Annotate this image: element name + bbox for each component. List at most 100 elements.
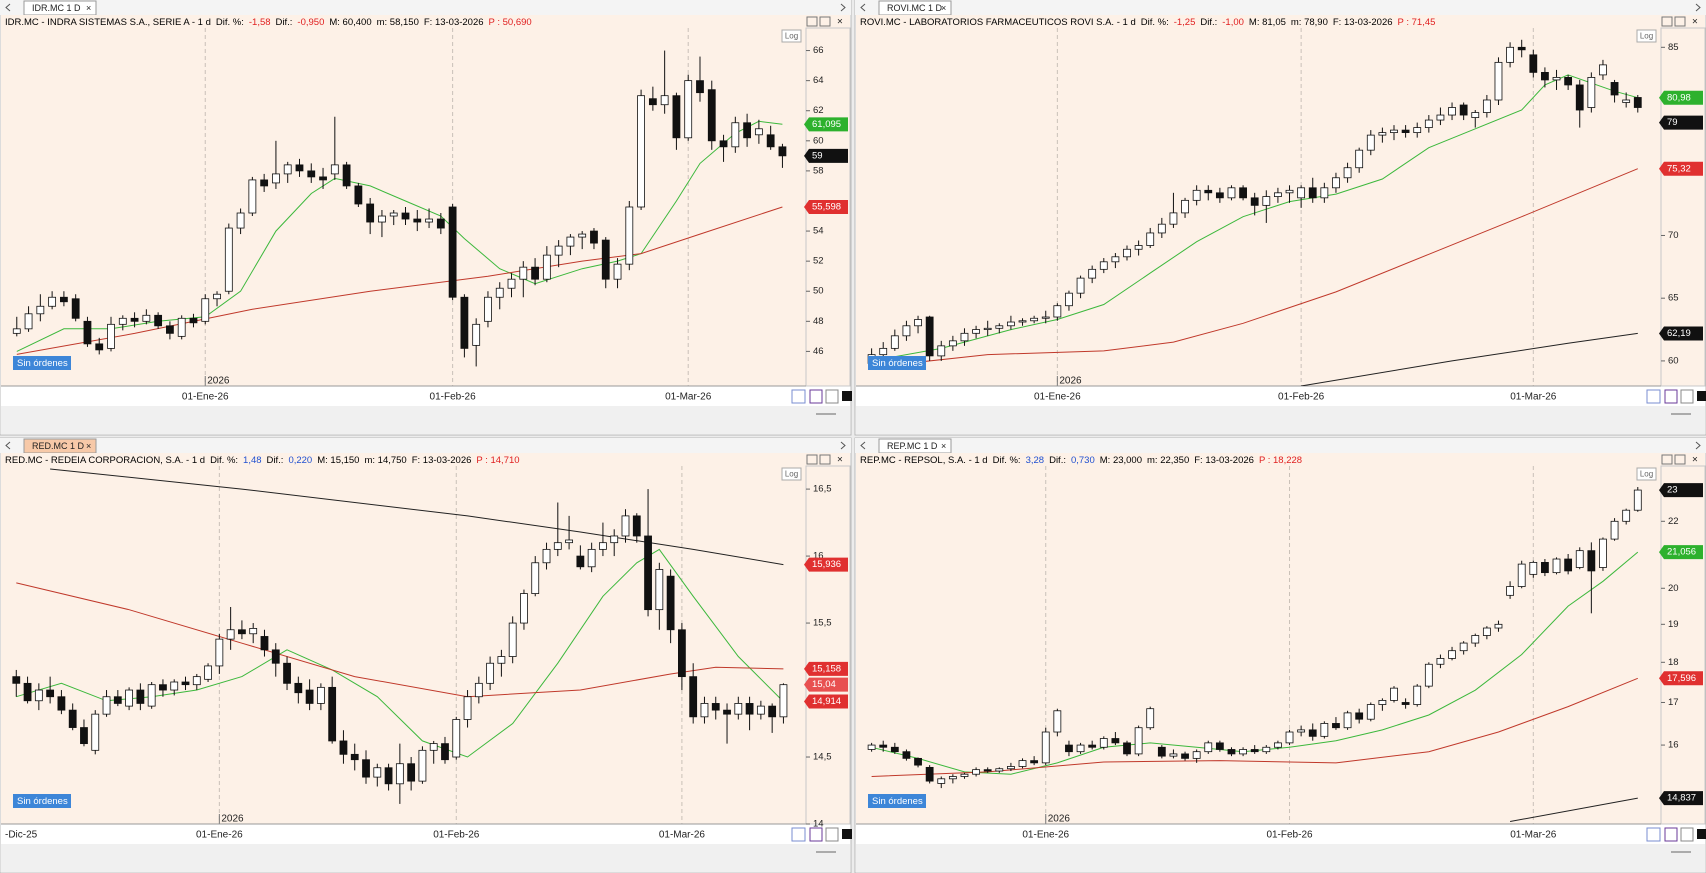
- tab-label: RED.MC 1 D: [32, 441, 85, 451]
- candle-body: [226, 629, 235, 640]
- candle-body: [1018, 760, 1027, 767]
- log-button[interactable]: [781, 467, 802, 481]
- max-button[interactable]: [819, 16, 831, 27]
- save-button[interactable]: [1664, 827, 1678, 842]
- save-button[interactable]: [809, 827, 823, 842]
- pin-button[interactable]: [825, 827, 839, 842]
- candle-body: [632, 515, 641, 537]
- close-button[interactable]: ×: [837, 455, 843, 466]
- candle-body: [1007, 766, 1015, 770]
- toolbar[interactable]: [1646, 827, 1661, 842]
- chart-header: ROVI.MC - LABORATORIOS FARMACEUTICOS ROV…: [860, 17, 1435, 28]
- price-tag-label: 15,04: [812, 679, 836, 690]
- candle-body: [215, 638, 224, 667]
- max-button[interactable]: [819, 454, 831, 465]
- color-button[interactable]: [842, 391, 852, 401]
- y-tick-label: 60: [813, 135, 824, 146]
- color-button[interactable]: [1697, 391, 1706, 401]
- color-button[interactable]: [1697, 829, 1706, 839]
- candle-body: [655, 569, 664, 611]
- close-button[interactable]: ×: [1692, 455, 1698, 466]
- orders-button[interactable]: [13, 794, 71, 808]
- max-button[interactable]: [1674, 16, 1686, 27]
- tab-scroll-left[interactable]: [860, 441, 866, 450]
- candle-body: [542, 548, 551, 564]
- log-button[interactable]: [781, 29, 802, 43]
- tab-scroll-right[interactable]: [1695, 441, 1701, 450]
- candle-body: [1099, 738, 1108, 748]
- tab-scroll-left[interactable]: [5, 3, 11, 12]
- candle-body: [1517, 563, 1526, 587]
- close-button[interactable]: ×: [1692, 17, 1698, 28]
- tab-label: ROVI.MC 1 D: [887, 3, 943, 13]
- tab-scroll-left[interactable]: [5, 441, 11, 450]
- orders-button[interactable]: [868, 794, 926, 808]
- candle-body: [1030, 760, 1039, 764]
- orders-button[interactable]: [13, 356, 71, 370]
- pin-button[interactable]: [1680, 827, 1694, 842]
- log-button[interactable]: [1636, 29, 1657, 43]
- min-button[interactable]: [1661, 16, 1673, 27]
- min-button[interactable]: [806, 454, 818, 465]
- candle-body: [711, 703, 720, 711]
- candle-body: [350, 753, 359, 761]
- tab-scroll-left[interactable]: [860, 3, 866, 12]
- min-button[interactable]: [1661, 454, 1673, 465]
- tab-scroll-right[interactable]: [1695, 3, 1701, 12]
- tab-scroll-right[interactable]: [840, 441, 846, 450]
- x-tick-label: 01-Mar-26: [1510, 392, 1557, 403]
- candle-body: [948, 340, 957, 347]
- candle-body: [1401, 702, 1410, 705]
- x-tick-label: 01-Feb-26: [1278, 392, 1325, 403]
- candle-body: [684, 80, 693, 139]
- candle-body: [125, 689, 133, 707]
- header-field: m: 58,150: [377, 17, 419, 28]
- candle-body: [890, 746, 899, 753]
- tab-close: ×: [86, 441, 91, 451]
- price-tag-label: 17,596: [1667, 673, 1696, 684]
- candle-body: [625, 206, 634, 265]
- x-tick-label: 01-Mar-26: [1510, 830, 1557, 841]
- candle-body: [1134, 245, 1143, 250]
- footer: [1, 844, 850, 872]
- price-tag: [804, 200, 848, 215]
- tab-scroll-right[interactable]: [840, 3, 846, 12]
- candle-body: [601, 239, 610, 280]
- candle-body: [495, 287, 504, 298]
- candle-body: [1030, 317, 1039, 322]
- y-tick-label: 14: [813, 819, 824, 830]
- color-button[interactable]: [842, 829, 852, 839]
- candle-body: [960, 332, 969, 342]
- candle-body: [566, 236, 575, 247]
- tab-bar: [0, 0, 851, 15]
- toolbar[interactable]: [1646, 389, 1661, 404]
- toolbar[interactable]: [791, 827, 806, 842]
- candle-body: [719, 140, 728, 148]
- candle-body: [1541, 562, 1549, 574]
- toolbar[interactable]: [791, 389, 806, 404]
- pin-button[interactable]: [1680, 389, 1694, 404]
- candle-body: [995, 768, 1004, 772]
- candle-body: [1123, 742, 1131, 755]
- candle-body: [914, 757, 922, 766]
- candle-body: [460, 296, 469, 349]
- orders-button-label: Sin órdenes: [872, 796, 923, 807]
- max-button[interactable]: [1674, 454, 1686, 465]
- candle-body: [1227, 749, 1236, 755]
- candle-body: [565, 539, 573, 544]
- min-button[interactable]: [806, 16, 818, 27]
- save-button[interactable]: [1664, 389, 1678, 404]
- orders-button[interactable]: [868, 356, 926, 370]
- candle-body: [1065, 292, 1073, 307]
- candle-body: [362, 759, 370, 778]
- pin-button[interactable]: [825, 389, 839, 404]
- candle-body: [118, 317, 127, 325]
- candle-body: [1250, 749, 1259, 753]
- save-button[interactable]: [809, 389, 823, 404]
- candle-body: [1146, 232, 1155, 246]
- header-field: ROVI.MC - LABORATORIOS FARMACEUTICOS ROV…: [860, 17, 1136, 28]
- header-field: REP.MC - REPSOL, S.A. - 1 d: [860, 455, 988, 466]
- log-button[interactable]: [1636, 467, 1657, 481]
- close-button[interactable]: ×: [837, 17, 843, 28]
